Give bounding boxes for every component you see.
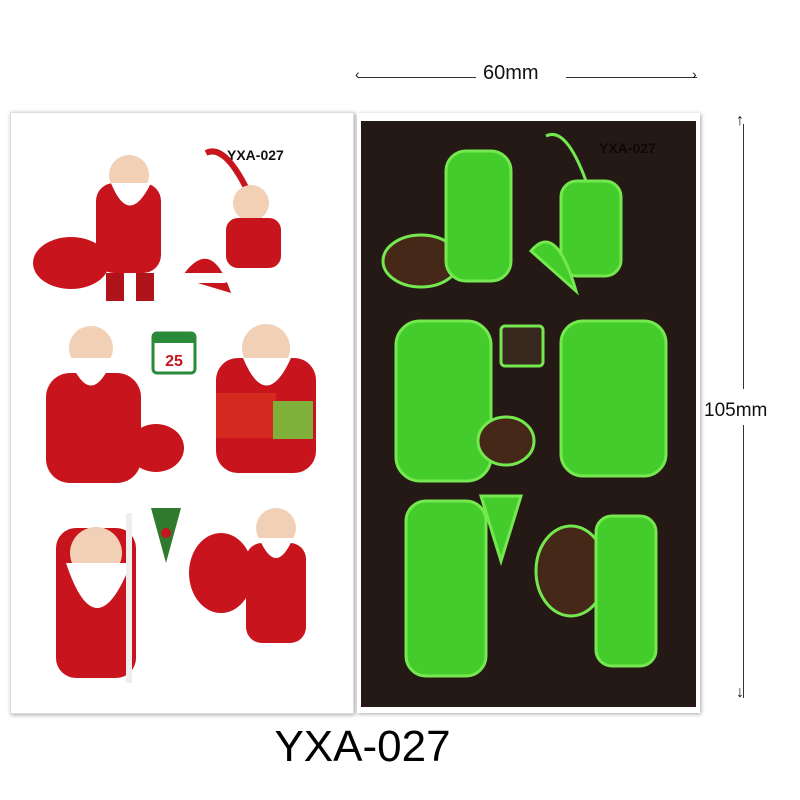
santa-standing <box>46 326 184 483</box>
width-arrow-left <box>358 77 476 78</box>
holly-decoration <box>151 508 181 563</box>
width-label: 60mm <box>483 62 539 84</box>
santa-with-sack <box>33 155 161 301</box>
santa-waving <box>189 508 306 643</box>
glow-calendar <box>499 324 545 368</box>
color-sticker-sheet: YXA-027 25 <box>10 112 354 714</box>
santa-hat <box>179 258 231 293</box>
sheet-code-glow: YXA-027 <box>599 140 656 156</box>
arrow-up-icon: ↑ <box>736 112 744 129</box>
glow-hat <box>528 240 579 296</box>
arrow-left-icon: ‹ <box>355 66 360 82</box>
glow-santa-peeking <box>404 499 488 678</box>
height-label: 105mm <box>704 400 768 421</box>
product-code: YXA-027 <box>274 722 451 771</box>
glow-santa-gifts <box>559 319 668 478</box>
glow-holly <box>478 494 524 567</box>
santa-peeking <box>56 513 136 683</box>
santa-ornament <box>204 148 281 268</box>
glow-santa-standing <box>394 319 493 483</box>
santa-stickers-color: 25 <box>33 148 316 683</box>
calendar-icon: 25 <box>151 331 197 375</box>
arrow-right-icon: › <box>692 66 697 82</box>
svg-text:25: 25 <box>165 353 183 370</box>
glow-sticker-sheet: YXA-027 <box>357 113 700 713</box>
width-arrow-right <box>566 77 697 78</box>
glow-ornament <box>545 133 588 182</box>
height-arrow-bottom <box>743 425 744 698</box>
height-arrow-top <box>743 124 744 389</box>
santa-stickers-glow <box>381 133 668 678</box>
sheet-code: YXA-027 <box>227 147 284 163</box>
santa-with-gifts <box>216 324 316 473</box>
arrow-down-icon: ↓ <box>736 684 744 701</box>
